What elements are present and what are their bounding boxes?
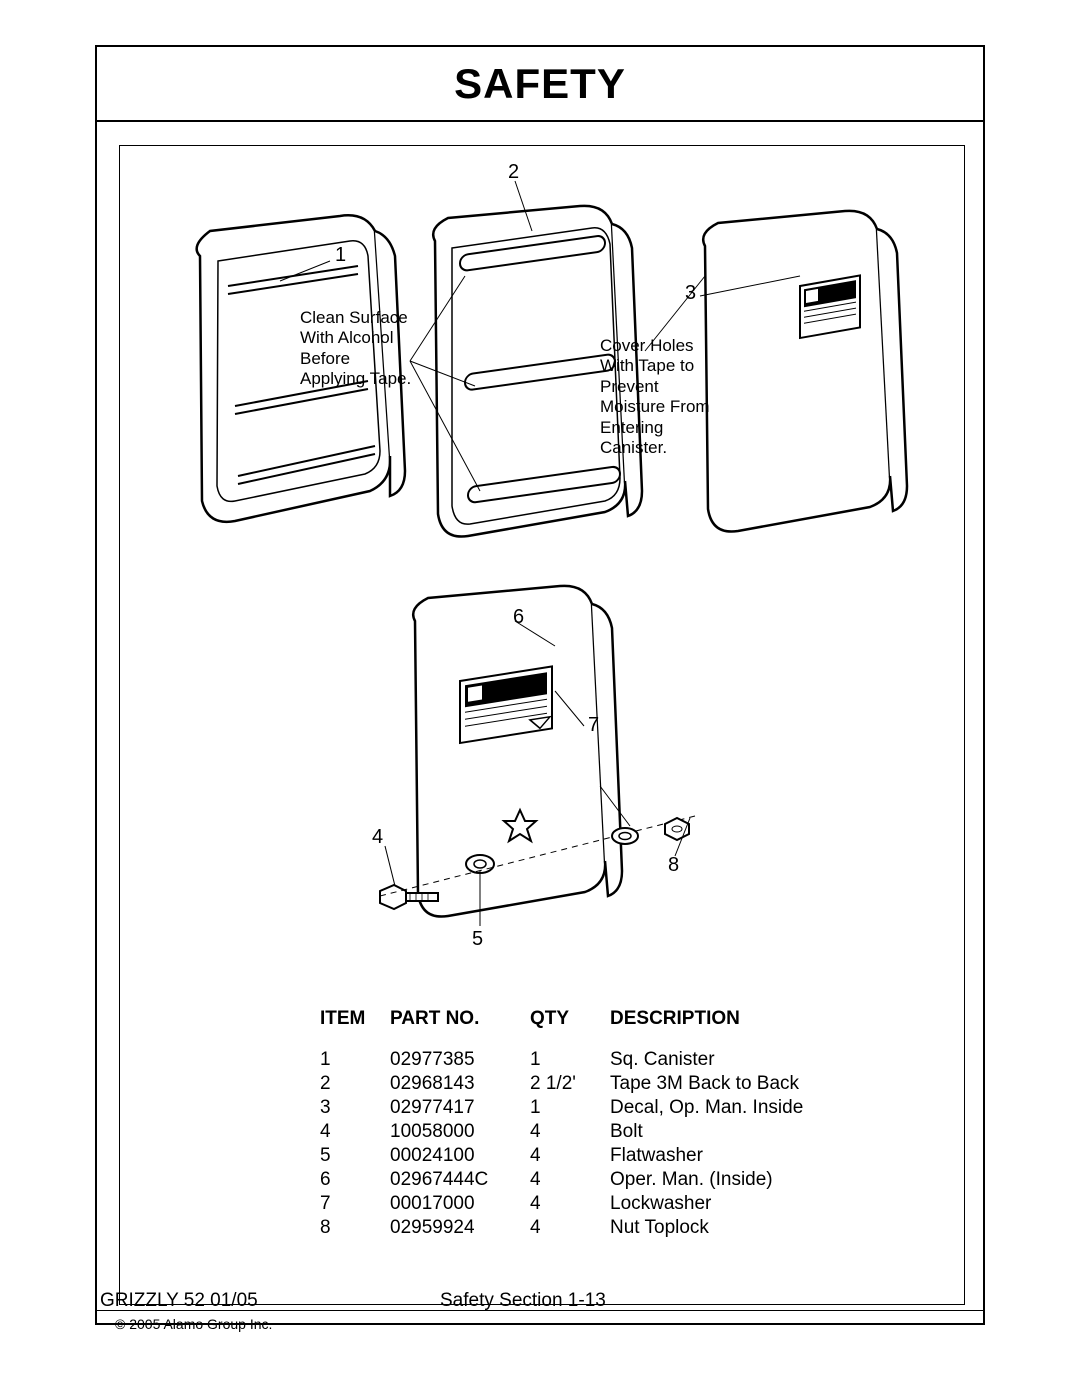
footer-center: Safety Section 1-13: [440, 1290, 606, 1312]
th-qty: QTY: [530, 1008, 610, 1048]
table-row: 3029774171Decal, Op. Man. Inside: [320, 1096, 821, 1120]
cell-item: 8: [320, 1216, 390, 1240]
cell-item: 5: [320, 1144, 390, 1168]
table-row: 4100580004Bolt: [320, 1120, 821, 1144]
parts-table: ITEM PART NO. QTY DESCRIPTION 1029773851…: [320, 1008, 821, 1240]
title-bar: SAFETY: [97, 47, 983, 122]
annotation-right: Cover Holes With Tape to Prevent Moistur…: [600, 336, 710, 458]
cell-part: 10058000: [390, 1120, 530, 1144]
cell-item: 7: [320, 1192, 390, 1216]
cell-item: 4: [320, 1120, 390, 1144]
cell-part: 02977385: [390, 1048, 530, 1072]
table-row: 7000170004Lockwasher: [320, 1192, 821, 1216]
cell-desc: Decal, Op. Man. Inside: [610, 1096, 821, 1120]
cell-qty: 4: [530, 1216, 610, 1240]
th-part: PART NO.: [390, 1008, 530, 1048]
diagram-frame: 1 2 3 4 5 6 7 8 Clean Surface With Alcoh…: [119, 145, 965, 1305]
callout-5: 5: [472, 928, 483, 951]
callout-6: 6: [513, 606, 524, 629]
table-row: 602967444C4Oper. Man. (Inside): [320, 1168, 821, 1192]
cell-item: 1: [320, 1048, 390, 1072]
th-item: ITEM: [320, 1008, 390, 1048]
callout-3: 3: [685, 282, 696, 305]
cell-qty: 1: [530, 1096, 610, 1120]
callout-4: 4: [372, 826, 383, 849]
table-row: 5000241004Flatwasher: [320, 1144, 821, 1168]
cell-item: 2: [320, 1072, 390, 1096]
cell-desc: Lockwasher: [610, 1192, 821, 1216]
cell-part: 02968143: [390, 1072, 530, 1096]
cell-qty: 4: [530, 1120, 610, 1144]
cell-part: 00017000: [390, 1192, 530, 1216]
copyright: © 2005 Alamo Group Inc.: [115, 1316, 272, 1332]
cell-part: 02967444C: [390, 1168, 530, 1192]
cell-part: 02959924: [390, 1216, 530, 1240]
cell-desc: Oper. Man. (Inside): [610, 1168, 821, 1192]
cell-qty: 4: [530, 1144, 610, 1168]
footer-left: GRIZZLY 52 01/05: [100, 1290, 258, 1312]
cell-desc: Flatwasher: [610, 1144, 821, 1168]
cell-qty: 1: [530, 1048, 610, 1072]
cell-qty: 4: [530, 1192, 610, 1216]
cell-desc: Nut Toplock: [610, 1216, 821, 1240]
table-row: 8029599244Nut Toplock: [320, 1216, 821, 1240]
cell-item: 3: [320, 1096, 390, 1120]
cell-part: 02977417: [390, 1096, 530, 1120]
callout-8: 8: [668, 854, 679, 877]
cell-desc: Sq. Canister: [610, 1048, 821, 1072]
callout-2: 2: [508, 161, 519, 184]
cell-item: 6: [320, 1168, 390, 1192]
page-title: SAFETY: [454, 60, 626, 108]
cell-desc: Tape 3M Back to Back: [610, 1072, 821, 1096]
cell-desc: Bolt: [610, 1120, 821, 1144]
cell-qty: 4: [530, 1168, 610, 1192]
footer-rule: [95, 1310, 985, 1311]
table-row: 1029773851Sq. Canister: [320, 1048, 821, 1072]
parts-diagram: [120, 146, 966, 966]
callout-1: 1: [335, 244, 346, 267]
page-frame: SAFETY: [95, 45, 985, 1325]
cell-part: 00024100: [390, 1144, 530, 1168]
cell-qty: 2 1/2': [530, 1072, 610, 1096]
table-row: 2029681432 1/2'Tape 3M Back to Back: [320, 1072, 821, 1096]
callout-7: 7: [588, 714, 599, 737]
annotation-left: Clean Surface With Alcohol Before Applyi…: [300, 308, 415, 390]
th-desc: DESCRIPTION: [610, 1008, 821, 1048]
